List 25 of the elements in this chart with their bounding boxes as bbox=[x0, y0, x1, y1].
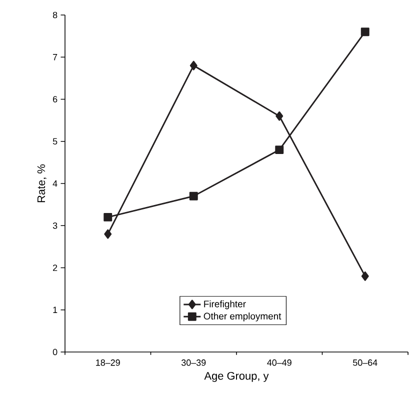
x-tick-label: 18–29 bbox=[96, 359, 120, 366]
y-tick-label: 7 bbox=[53, 54, 58, 60]
x-tick-label: 30–39 bbox=[182, 359, 206, 366]
legend-label: Firefighter bbox=[204, 300, 246, 310]
y-tick-label: 8 bbox=[52, 12, 58, 18]
y-tick-label: 2 bbox=[53, 264, 58, 271]
y-tick-label: 4 bbox=[52, 180, 58, 187]
point bbox=[276, 111, 284, 121]
y-tick-label: 0 bbox=[52, 348, 58, 356]
y-tick-label: 6 bbox=[53, 96, 58, 102]
x-tick-label: 50–64 bbox=[353, 359, 378, 366]
point bbox=[104, 212, 112, 222]
point bbox=[275, 146, 284, 154]
point bbox=[104, 229, 112, 239]
legend-label: Other employment bbox=[204, 312, 282, 322]
y-tick-label: 1 bbox=[53, 306, 58, 313]
point bbox=[361, 271, 369, 281]
point bbox=[189, 192, 198, 200]
x-tick-label: 40–49 bbox=[267, 359, 292, 366]
point bbox=[360, 28, 370, 36]
x-axis-title: Age Group, y bbox=[204, 372, 269, 382]
y-axis-title: Rate, % bbox=[37, 164, 46, 202]
y-tick-label: 5 bbox=[52, 138, 58, 145]
y-tick-label: 3 bbox=[52, 222, 58, 229]
point bbox=[190, 60, 198, 70]
